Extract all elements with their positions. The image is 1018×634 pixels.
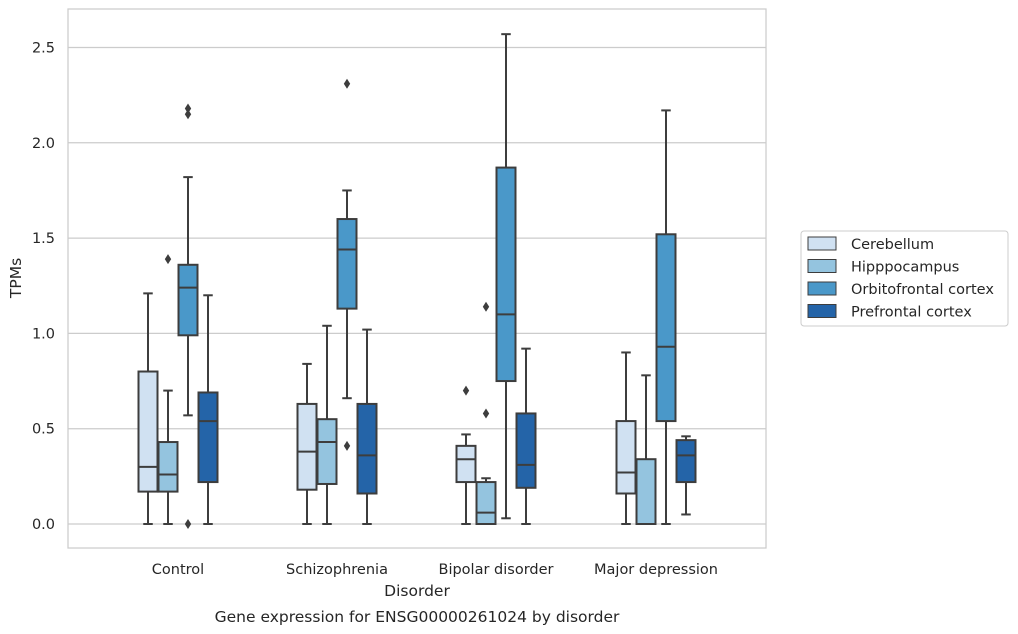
box [635,374,657,526]
outlier-point [184,519,192,529]
box-iqr [475,481,497,525]
legend-swatch [807,236,837,251]
box-iqr [655,233,677,423]
chart-caption: Gene expression for ENSG00000261024 by d… [215,608,620,626]
y-tick-label: 2.0 [32,136,55,152]
box-iqr [455,444,477,484]
series-cerebellum [137,292,637,525]
box [356,328,378,525]
box [615,351,637,525]
box [157,254,179,525]
y-tick-label: 1.0 [32,326,55,342]
outlier-point [462,385,470,396]
x-axis-label: Disorder [384,582,450,600]
box-iqr [316,418,338,485]
box-series [137,33,697,529]
box-iqr [157,441,179,493]
box-iqr [675,439,697,484]
y-tick-label: 0.0 [32,517,55,533]
box-iqr [296,402,318,491]
box [177,103,199,529]
outlier-point [184,109,192,120]
box-iqr [495,166,517,383]
outlier-point [482,301,490,312]
y-tick-label: 1.5 [32,231,55,247]
legend-item: Prefrontal cortex [807,304,972,321]
outlier-point [184,103,192,114]
box [197,294,219,525]
x-tick-label: Control [152,562,204,578]
x-tick-label: Schizophrenia [286,562,388,578]
y-tick-label: 0.5 [32,422,55,438]
box-iqr [356,402,378,495]
legend-label: Hipppocampus [851,260,959,276]
plot-area-frame [67,8,767,549]
legend-item: Orbitofrontal cortex [807,281,994,298]
box [515,347,537,525]
box [336,78,358,451]
x-tick-label: Major depression [594,562,718,578]
box-iqr [635,458,657,526]
legend: Cerebellum Hipppocampus Orbitofrontal cort… [800,230,1009,327]
x-axis-ticks: Control Schizophrenia Bipolar disorder Majo… [152,562,718,578]
series-prefrontal-cortex [197,294,697,525]
box [675,435,697,516]
outlier-point [482,408,490,419]
legend-swatch [807,281,837,296]
legend-item: Hipppocampus [807,259,959,276]
box-iqr [336,218,358,310]
box [495,33,517,520]
box-iqr [515,412,537,489]
y-axis-label: TPMs [7,258,25,299]
box-iqr [137,370,159,493]
legend-label: Prefrontal cortex [851,305,972,321]
box [316,324,338,525]
series-orbitofrontal-cortex [177,33,677,529]
box-iqr [177,263,199,337]
legend-item: Cerebellum [807,236,934,253]
series-hipppocampus [157,254,657,526]
box [655,109,677,525]
box-iqr [615,420,637,495]
outlier-point [164,254,172,265]
outlier-point [343,78,351,89]
box [475,301,497,525]
legend-label: Orbitofrontal cortex [851,282,994,298]
box [455,385,477,525]
y-axis-ticks: 0.0 0.5 1.0 1.5 2.0 2.5 [32,41,55,534]
box [137,292,159,525]
legend-label: Cerebellum [851,237,934,253]
legend-swatch [807,304,837,318]
legend-frame [800,230,1009,327]
y-tick-label: 2.5 [32,41,55,57]
x-tick-label: Bipolar disorder [439,562,554,578]
outlier-point [343,440,351,451]
box-iqr [197,391,219,484]
legend-swatch [807,259,837,273]
box [296,362,318,525]
